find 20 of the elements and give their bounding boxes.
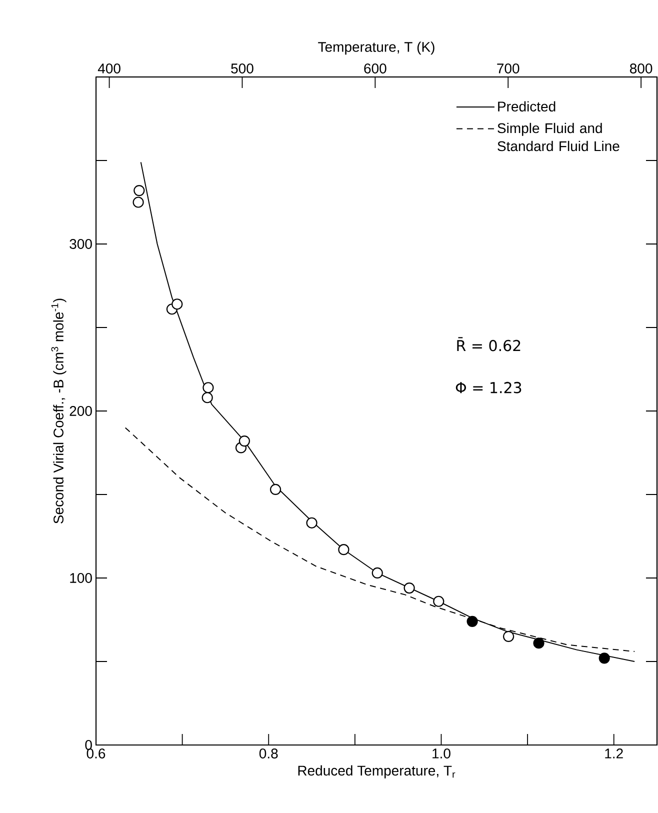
x2-tick-label: 600 bbox=[364, 64, 386, 74]
legend-label: Simple Fluid and Standard Fluid Line bbox=[498, 122, 620, 152]
x-tick-label: 0.6 bbox=[86, 748, 106, 758]
x-tick-label: 0.8 bbox=[259, 748, 278, 758]
annotation: Φ = 1.23 bbox=[456, 382, 522, 394]
x2-tick-label: 700 bbox=[497, 64, 520, 74]
x2-tick-label: 400 bbox=[98, 64, 120, 74]
x-axis-title: Reduced Temperature, T$_{r}$ bbox=[298, 765, 456, 778]
y-tick-label: 200 bbox=[70, 406, 92, 416]
x2-tick-label: 800 bbox=[630, 64, 652, 74]
y-axis-title: Second Virial Coeff., -B (cm$^{3}$ mole$^{-1}$) bbox=[51, 298, 66, 524]
y-tick-label: 0 bbox=[85, 740, 92, 750]
y-tick-label: 100 bbox=[70, 573, 92, 583]
x2-tick-label: 500 bbox=[231, 64, 254, 74]
x-tick-label: 1.2 bbox=[605, 748, 623, 758]
annotation: R̄ = 0.62 bbox=[457, 337, 520, 352]
x2-axis-title: Temperature, T (K) bbox=[318, 42, 434, 55]
y-tick-label: 300 bbox=[70, 239, 92, 249]
x-tick-label: 1.0 bbox=[432, 748, 450, 758]
legend-label: Predicted bbox=[498, 101, 556, 112]
